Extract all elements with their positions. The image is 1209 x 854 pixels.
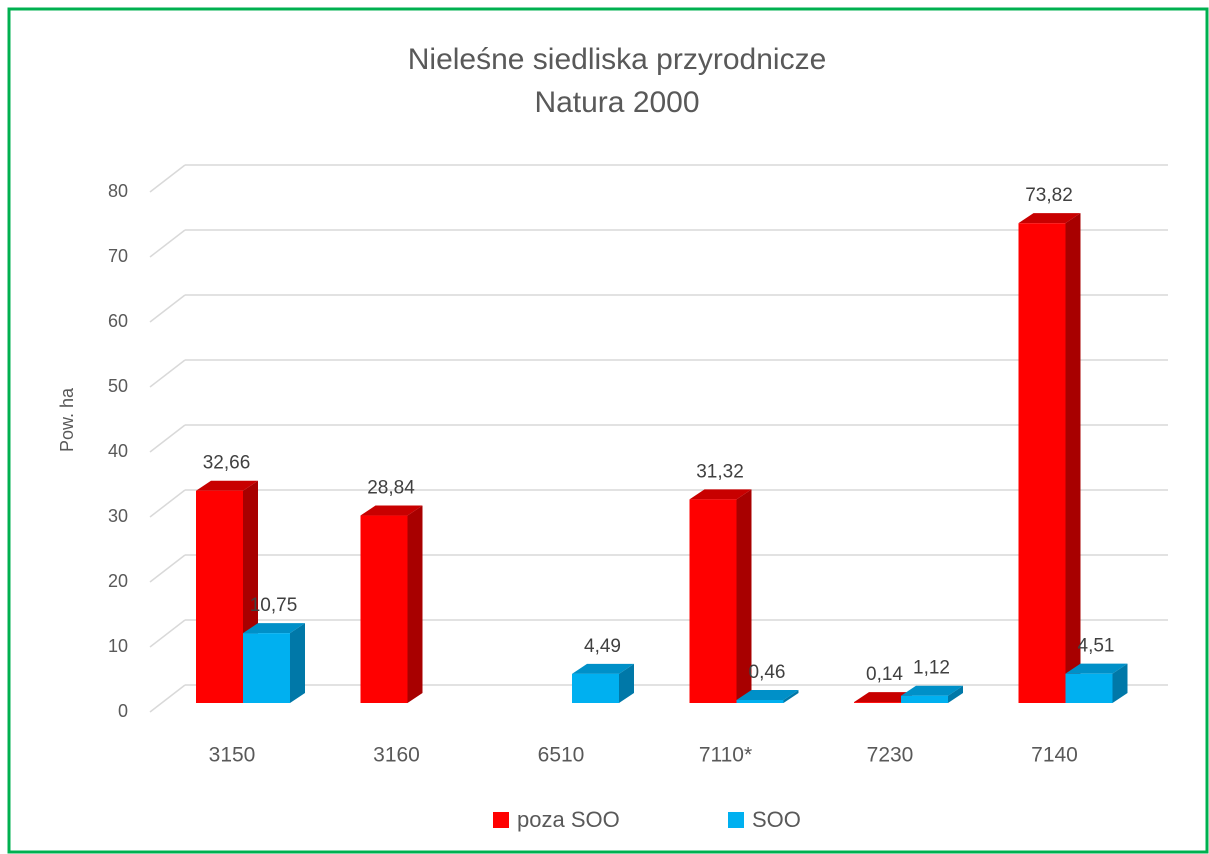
x-tick-label: 3160 xyxy=(373,744,420,767)
grid-line-side xyxy=(149,229,186,258)
bar-front xyxy=(689,499,737,703)
y-tick-label: 50 xyxy=(108,376,128,396)
bar-side xyxy=(948,685,963,703)
bar-front xyxy=(243,633,290,703)
y-tick-label: 20 xyxy=(108,571,128,591)
value-label: 73,82 xyxy=(1025,185,1073,206)
grid-line-side xyxy=(149,619,186,648)
legend-label: poza SOO xyxy=(517,807,620,832)
bar-top xyxy=(196,480,258,491)
bar xyxy=(243,623,305,703)
value-label: 10,75 xyxy=(250,595,298,616)
bar-side xyxy=(1065,213,1081,704)
y-tick-label: 0 xyxy=(118,701,128,721)
bar-top xyxy=(1065,663,1128,674)
legend-label: SOO xyxy=(752,807,801,832)
value-label: 0,14 xyxy=(866,664,903,685)
y-tick-label: 10 xyxy=(108,636,128,656)
bar-side xyxy=(290,623,305,703)
grid-line-side xyxy=(149,684,186,713)
bar-top xyxy=(854,692,916,703)
bar-front xyxy=(196,490,243,703)
value-label: 1,12 xyxy=(913,658,950,679)
value-label: 4,51 xyxy=(1078,636,1115,657)
y-axis-label: Pow. ha xyxy=(57,387,77,452)
bar xyxy=(196,480,258,703)
bar-front xyxy=(1065,673,1113,703)
y-tick-label: 70 xyxy=(108,246,128,266)
y-tick-label: 30 xyxy=(108,506,128,526)
bar xyxy=(1018,213,1081,704)
bar-top xyxy=(736,690,799,701)
bar xyxy=(901,685,963,703)
chart-subtitle: Natura 2000 xyxy=(534,86,699,119)
bar-side xyxy=(407,505,423,703)
legend-swatch xyxy=(728,812,744,828)
x-tick-label: 3150 xyxy=(209,744,256,767)
bar-top xyxy=(689,489,752,500)
bar-front xyxy=(572,673,619,703)
x-tick-label: 7110* xyxy=(699,744,752,767)
bar-top xyxy=(901,685,963,696)
bar xyxy=(360,505,423,703)
chart-title: Nieleśne siedliska przyrodnicze xyxy=(408,43,827,76)
x-tick-label: 6510 xyxy=(538,744,585,767)
bar xyxy=(689,489,752,703)
bar xyxy=(1065,663,1128,703)
x-tick-label: 7230 xyxy=(867,744,914,767)
bar-top xyxy=(1018,213,1081,224)
bar-side xyxy=(783,690,799,703)
bar-top xyxy=(243,623,305,634)
bar-front xyxy=(1018,223,1066,704)
grid-line-side xyxy=(149,294,186,323)
x-tick-label: 7140 xyxy=(1031,744,1078,767)
grid-line-side xyxy=(149,359,186,388)
y-tick-label: 80 xyxy=(108,181,128,201)
value-label: 31,32 xyxy=(696,461,744,482)
bar-top xyxy=(360,505,423,516)
grid-line-side xyxy=(149,424,186,453)
bar-side xyxy=(736,489,752,703)
y-tick-label: 60 xyxy=(108,311,128,331)
bar-side xyxy=(1112,663,1128,703)
bar xyxy=(572,663,634,703)
bar-front xyxy=(901,695,948,703)
value-label: 32,66 xyxy=(203,453,251,474)
bar-top xyxy=(572,663,634,674)
legend-swatch xyxy=(493,812,509,828)
bar-front xyxy=(854,702,901,703)
grid-line-side xyxy=(149,554,186,583)
bar-side xyxy=(619,663,634,703)
grid-line-side xyxy=(149,164,186,193)
value-label: 28,84 xyxy=(367,478,415,499)
y-tick-label: 40 xyxy=(108,441,128,461)
bar-front xyxy=(360,515,408,703)
bar xyxy=(736,690,799,703)
grid-line-side xyxy=(149,489,186,518)
chart-border xyxy=(7,7,1209,854)
value-label: 0,46 xyxy=(749,662,786,683)
bar-front xyxy=(736,700,784,703)
value-label: 4,49 xyxy=(584,636,621,657)
